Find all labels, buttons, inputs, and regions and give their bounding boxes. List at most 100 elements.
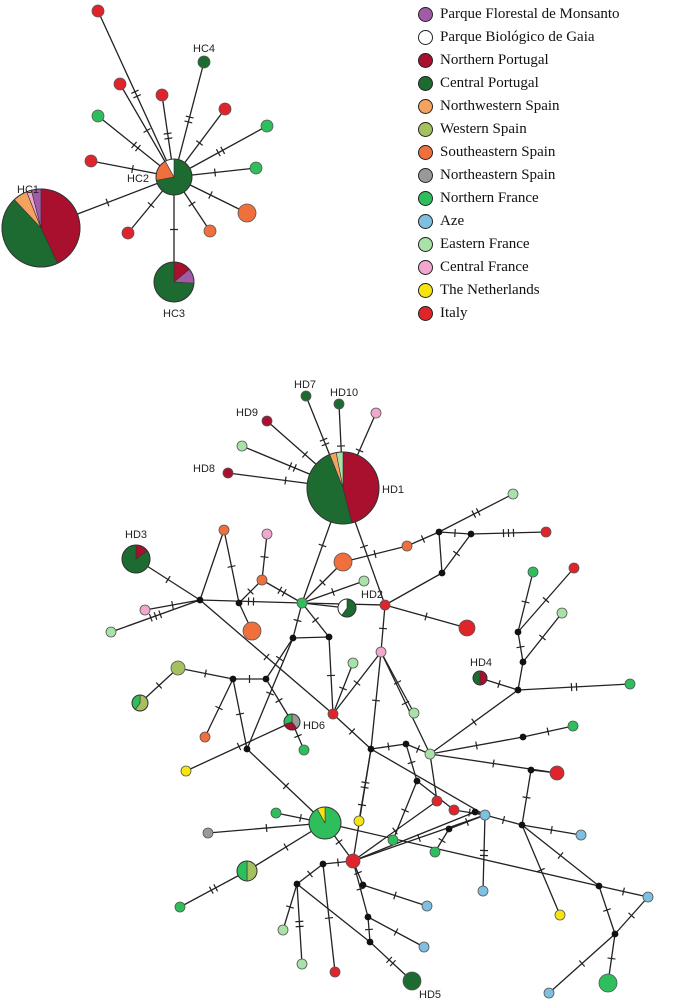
median-vector-node <box>468 531 475 538</box>
haplotype-pie-slice <box>237 861 247 881</box>
haplotype-label: HD8 <box>193 463 215 475</box>
legend-label: Central France <box>440 259 529 276</box>
legend-swatch <box>418 53 433 68</box>
legend-item: Eastern France <box>418 233 685 256</box>
legend-item: Northern France <box>418 187 685 210</box>
haplotype-node <box>402 541 412 551</box>
haplotype-node <box>330 967 340 977</box>
mutation-tick <box>276 656 283 660</box>
median-vector-node <box>414 778 421 785</box>
legend-item: Parque Florestal de Monsanto <box>418 3 685 26</box>
haplotype-node <box>250 162 262 174</box>
mutation-tick <box>372 700 380 701</box>
network-edge <box>439 532 442 573</box>
legend-item: Northern Portugal <box>418 49 685 72</box>
median-vector-node <box>472 809 479 816</box>
mutation-tick <box>476 742 477 750</box>
haplotype-node <box>262 416 272 426</box>
haplotype-node <box>122 227 134 239</box>
median-vector-node <box>528 767 535 774</box>
median-vector-node <box>596 883 603 890</box>
legend-swatch <box>418 237 433 252</box>
haplotype-node <box>550 766 564 780</box>
network-edge <box>262 580 302 603</box>
network-edge <box>293 637 329 638</box>
haplotype-node <box>156 89 168 101</box>
haplotype-label: HC4 <box>193 43 215 55</box>
mutation-tick <box>493 760 494 768</box>
mutation-tick <box>215 169 216 177</box>
haplotype-node <box>299 745 309 755</box>
haplotype-node <box>528 567 538 577</box>
haplotype-node <box>198 56 210 68</box>
mutation-tick <box>196 141 202 146</box>
haplotype-node <box>334 399 344 409</box>
haplotype-node <box>243 622 261 640</box>
median-vector-node <box>320 861 327 868</box>
mutation-tick <box>308 871 313 877</box>
legend: Parque Florestal de Monsanto Parque Biol… <box>418 3 685 325</box>
median-vector-node <box>520 734 527 741</box>
mutation-tick <box>300 814 302 822</box>
legend-label: Italy <box>440 305 468 322</box>
legend-item: Italy <box>418 302 685 325</box>
legend-item: Southeastern Spain <box>418 141 685 164</box>
haplotype-node <box>359 576 369 586</box>
haplotype-node <box>261 120 273 132</box>
haplotype-node <box>297 959 307 969</box>
median-vector-node <box>367 939 374 946</box>
legend-label: Parque Biológico de Gaia <box>440 29 595 46</box>
mutation-tick <box>469 809 470 817</box>
network-edge <box>297 884 302 964</box>
legend-label: Aze <box>440 213 464 230</box>
mutation-tick <box>517 646 525 647</box>
mutation-tick <box>325 918 333 919</box>
haplotype-node <box>541 527 551 537</box>
network-edge <box>439 494 513 532</box>
legend-item: Northeastern Spain <box>418 164 685 187</box>
haplotype-node <box>238 204 256 222</box>
haplotype-node <box>301 391 311 401</box>
median-vector-node <box>436 529 443 536</box>
haplotype-node <box>643 892 653 902</box>
mutation-tick <box>205 670 207 678</box>
haplotype-node <box>219 103 231 115</box>
median-vector-node <box>230 676 237 683</box>
median-vector-node <box>515 629 522 636</box>
haplotype-node <box>237 441 247 451</box>
median-vector-node <box>612 931 619 938</box>
median-vector-node <box>439 570 446 577</box>
mutation-tick <box>164 133 172 134</box>
haplotype-node <box>219 525 229 535</box>
mutation-tick <box>282 589 286 596</box>
haplotype-node <box>181 766 191 776</box>
haplotype-node <box>430 847 440 857</box>
haplotype-node <box>171 661 185 675</box>
median-vector-node <box>515 687 522 694</box>
network-edge <box>483 815 485 891</box>
haplotype-node <box>599 974 617 992</box>
haplotype-node <box>376 647 386 657</box>
haplotype-pie-slice <box>247 861 257 881</box>
mutation-tick <box>261 557 269 558</box>
mutation-tick <box>336 840 342 845</box>
haplotype-node <box>92 110 104 122</box>
haplotype-label: HC3 <box>163 308 185 320</box>
legend-label: Central Portugal <box>440 75 539 92</box>
haplotype-node <box>203 828 213 838</box>
haplotype-node <box>257 575 267 585</box>
network-edge <box>325 823 599 886</box>
haplotype-node <box>354 816 364 826</box>
network-edge <box>518 684 630 690</box>
haplotype-label: HD6 <box>303 720 325 732</box>
haplotype-node <box>262 529 272 539</box>
median-vector-node <box>520 659 527 666</box>
legend-item: Central Portugal <box>418 72 685 95</box>
haplotype-node <box>459 620 475 636</box>
legend-swatch <box>418 283 433 298</box>
median-vector-node <box>326 634 333 641</box>
legend-swatch <box>418 7 433 22</box>
haplotype-node <box>422 901 432 911</box>
legend-swatch <box>418 122 433 137</box>
legend-swatch <box>418 191 433 206</box>
